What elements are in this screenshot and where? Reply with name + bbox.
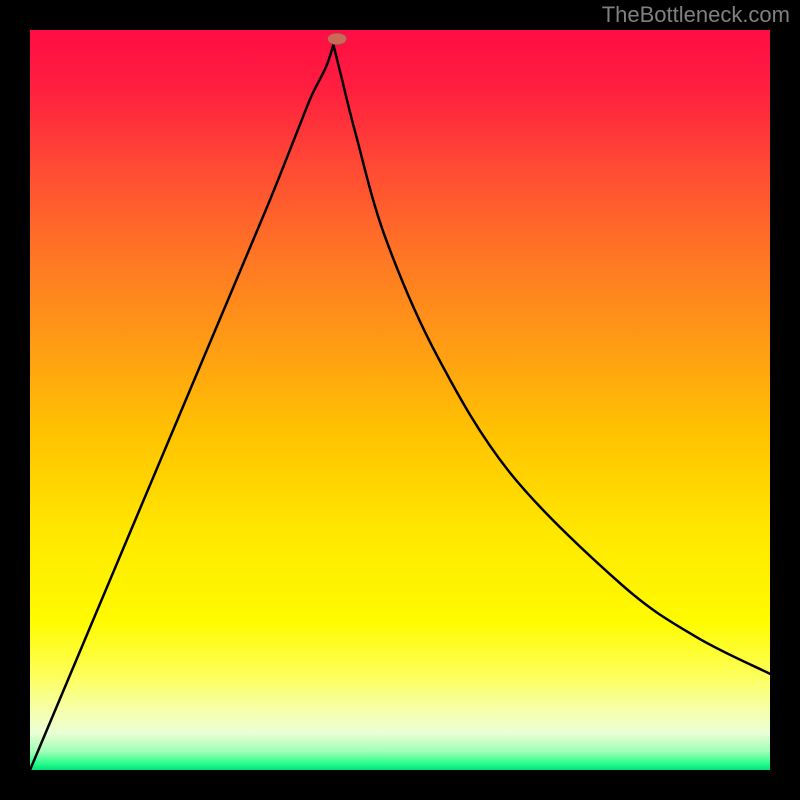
- bottleneck-chart: [0, 0, 800, 800]
- chart-plot-area: [30, 30, 770, 770]
- chart-wrapper: TheBottleneck.com: [0, 0, 800, 800]
- watermark-text: TheBottleneck.com: [602, 2, 790, 28]
- optimal-point-marker: [327, 33, 346, 45]
